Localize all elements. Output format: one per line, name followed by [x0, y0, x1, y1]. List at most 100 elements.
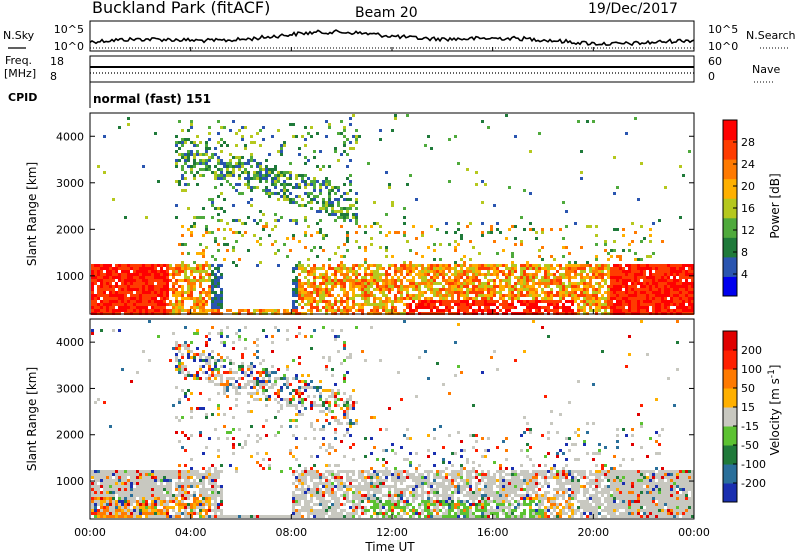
range-cell [307, 374, 310, 377]
range-cell [187, 491, 190, 494]
range-cell [493, 285, 496, 288]
range-cell [235, 371, 238, 374]
range-cell [328, 258, 331, 261]
range-cell [415, 288, 418, 291]
range-cell [358, 279, 361, 282]
range-cell [415, 309, 418, 312]
range-cell [334, 279, 337, 282]
range-cell [208, 332, 211, 335]
range-cell [622, 282, 625, 285]
range-cell [583, 276, 586, 279]
range-cell [277, 171, 280, 174]
range-cell [319, 398, 322, 401]
range-cell [220, 491, 223, 494]
range-cell [589, 306, 592, 309]
range-cell [148, 503, 151, 506]
range-cell [238, 309, 241, 312]
range-cell [415, 264, 418, 267]
range-cell [319, 515, 322, 518]
range-cell [148, 294, 151, 297]
range-cell [490, 228, 493, 231]
range-cell [562, 237, 565, 240]
range-cell [316, 291, 319, 294]
range-cell [316, 386, 319, 389]
range-cell [130, 306, 133, 309]
range-cell [547, 300, 550, 303]
range-cell [295, 183, 298, 186]
range-cell [298, 494, 301, 497]
range-cell [529, 222, 532, 225]
range-cell [574, 261, 577, 264]
range-cell [583, 267, 586, 270]
range-cell [178, 398, 181, 401]
range-cell [193, 174, 196, 177]
range-cell [505, 114, 508, 117]
range-cell [265, 389, 268, 392]
range-cell [352, 135, 355, 138]
range-cell [292, 198, 295, 201]
range-cell [475, 267, 478, 270]
range-cell [316, 515, 319, 518]
range-cell [106, 306, 109, 309]
range-cell [298, 476, 301, 479]
range-cell [334, 494, 337, 497]
range-cell [343, 126, 346, 129]
range-cell [202, 491, 205, 494]
range-cell [127, 264, 130, 267]
range-cell [442, 303, 445, 306]
range-cell [529, 228, 532, 231]
range-cell [166, 270, 169, 273]
range-cell [631, 309, 634, 312]
range-cell [301, 267, 304, 270]
range-cell [628, 303, 631, 306]
range-cell [193, 503, 196, 506]
range-cell [493, 291, 496, 294]
range-cell [586, 288, 589, 291]
range-cell [232, 165, 235, 168]
range-cell [661, 270, 664, 273]
range-cell [598, 285, 601, 288]
range-cell [295, 294, 298, 297]
range-cell [289, 419, 292, 422]
range-cell [457, 297, 460, 300]
range-cell [535, 273, 538, 276]
range-cell [286, 309, 289, 312]
range-cell [304, 335, 307, 338]
range-cell [256, 344, 259, 347]
range-cell [244, 231, 247, 234]
range-cell [244, 171, 247, 174]
range-cell [502, 285, 505, 288]
range-cell [175, 488, 178, 491]
range-cell [310, 183, 313, 186]
range-cell [370, 285, 373, 288]
range-cell [163, 291, 166, 294]
range-cell [511, 261, 514, 264]
range-cell [565, 273, 568, 276]
range-cell [526, 261, 529, 264]
range-cell [244, 162, 247, 165]
range-cell [175, 216, 178, 219]
range-cell [199, 491, 202, 494]
range-cell [319, 497, 322, 500]
range-cell [610, 249, 613, 252]
range-cell [199, 500, 202, 503]
range-cell [550, 228, 553, 231]
range-cell [361, 288, 364, 291]
range-cell [307, 159, 310, 162]
range-cell [121, 488, 124, 491]
range-cell [175, 344, 178, 347]
range-cell [388, 300, 391, 303]
range-cell [325, 186, 328, 189]
range-cell [190, 279, 193, 282]
range-cell [595, 273, 598, 276]
range-cell [220, 177, 223, 180]
range-cell [370, 237, 373, 240]
range-cell [175, 503, 178, 506]
range-cell [187, 479, 190, 482]
range-cell [244, 440, 247, 443]
range-cell [364, 294, 367, 297]
range-cell [256, 338, 259, 341]
range-cell [253, 177, 256, 180]
range-cell [178, 267, 181, 270]
range-cell [142, 273, 145, 276]
